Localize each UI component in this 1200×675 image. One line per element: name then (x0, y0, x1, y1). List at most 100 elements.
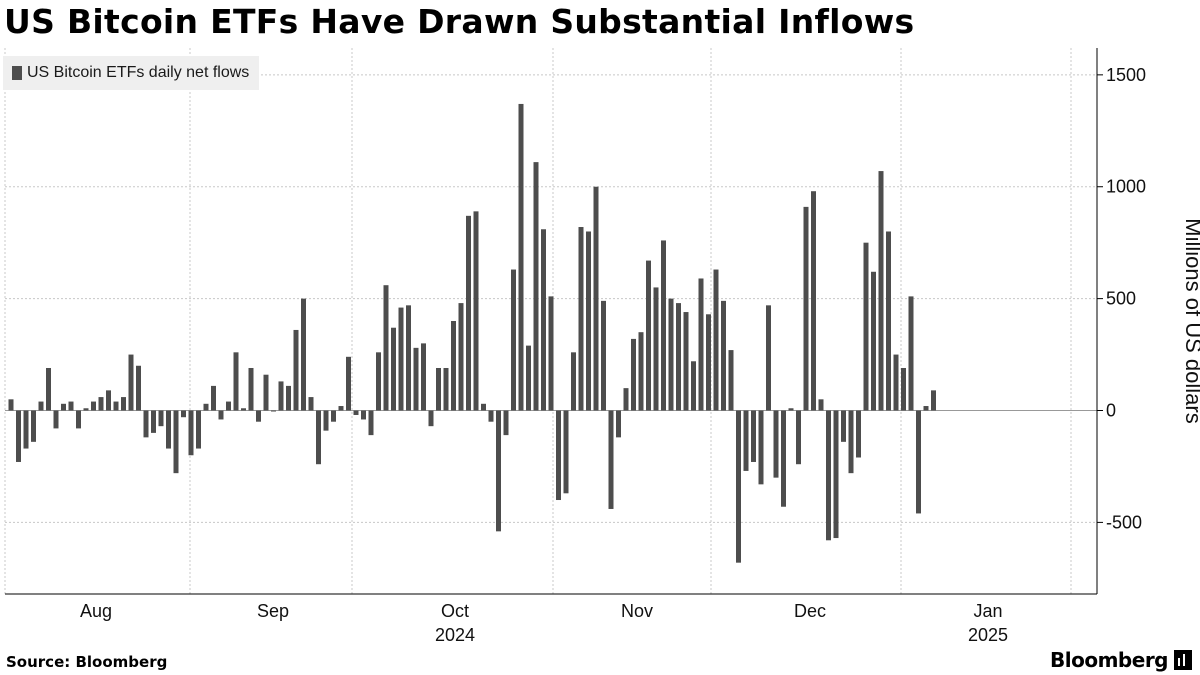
bar (796, 410, 801, 465)
bar (173, 410, 179, 474)
bar (308, 397, 314, 411)
bar (503, 410, 509, 436)
x-tick-label: Jan (973, 601, 1002, 621)
bar (106, 390, 111, 411)
bar (256, 410, 261, 422)
bar (128, 354, 134, 411)
bar (931, 390, 936, 411)
bar (848, 410, 854, 474)
bar (211, 385, 216, 411)
bar (263, 374, 269, 411)
x-tick-label: Aug (80, 601, 112, 621)
bar (698, 278, 704, 411)
bar (278, 381, 284, 411)
bar (406, 305, 411, 411)
x-tick-label: Sep (257, 601, 289, 621)
bar (76, 410, 81, 429)
bar (91, 401, 96, 411)
bar (676, 303, 681, 411)
bar (563, 410, 569, 494)
bar (218, 410, 224, 420)
bar (301, 298, 306, 411)
x-tick-label: Nov (621, 601, 653, 621)
bar (451, 321, 456, 411)
bar (578, 227, 584, 411)
bar (511, 269, 516, 411)
bar (841, 410, 846, 442)
bar (233, 352, 239, 411)
bar (271, 410, 276, 412)
bar (616, 410, 621, 438)
bar (593, 186, 599, 411)
bar (323, 410, 329, 431)
bar (413, 347, 419, 411)
x-tick-sublabel: 2024 (435, 625, 475, 645)
bar (743, 410, 749, 471)
brand-label: Bloomberg (1050, 648, 1168, 672)
bar (878, 171, 884, 411)
axis-layer: -500 0 500 1000 1500 Aug Sep Oct 2024 Nov Dec Jan 20… (5, 48, 1200, 645)
bar (8, 399, 14, 411)
bar (286, 385, 291, 411)
bar (893, 354, 899, 411)
bar (143, 410, 149, 438)
bar (353, 410, 359, 415)
bar (721, 300, 726, 411)
bars-layer (8, 103, 936, 563)
bar (151, 410, 156, 433)
bar (526, 345, 531, 411)
bar (766, 305, 771, 411)
bar (826, 410, 831, 541)
bar (901, 367, 906, 411)
bar (113, 401, 119, 411)
source-label: Source: Bloomberg (6, 653, 168, 671)
y-axis-title: Millions of US dollars (1181, 218, 1200, 423)
bar (908, 296, 914, 411)
bar (428, 410, 434, 427)
bar (248, 367, 254, 411)
bar (736, 410, 741, 563)
bar (53, 410, 59, 429)
bar (383, 285, 389, 411)
bar (631, 338, 636, 411)
bar (68, 401, 74, 411)
bloomberg-logo: Bloomberg (1050, 648, 1192, 672)
bar (361, 410, 366, 420)
legend-label: US Bitcoin ETFs daily net flows (27, 64, 250, 81)
bar (481, 403, 486, 411)
bar (788, 408, 794, 411)
y-tick-label: 500 (1106, 289, 1136, 309)
legend-swatch (12, 66, 22, 80)
bar (136, 365, 141, 411)
bar (398, 307, 404, 411)
y-tick-label: 1000 (1106, 177, 1146, 197)
bar (391, 327, 396, 411)
bar (443, 367, 449, 411)
bar (856, 410, 861, 458)
x-tick-sublabel: 2025 (968, 625, 1008, 645)
bar (811, 191, 816, 411)
bar (608, 410, 614, 509)
bar (518, 103, 524, 411)
y-tick-label: -500 (1106, 512, 1142, 532)
bar (871, 271, 876, 411)
bar (158, 410, 164, 427)
bar (196, 410, 201, 449)
bar (653, 287, 659, 411)
bar (226, 401, 231, 411)
bar (623, 388, 629, 411)
bar (923, 406, 929, 411)
bar (421, 343, 426, 411)
bar (751, 410, 756, 462)
bar (241, 408, 246, 411)
bar (181, 410, 186, 418)
bar (863, 242, 869, 411)
bar (638, 332, 644, 411)
bar (46, 367, 51, 411)
bar (496, 410, 501, 532)
bar (293, 329, 299, 411)
y-tick-label: 1500 (1106, 65, 1146, 85)
bar (541, 229, 546, 411)
bar (316, 410, 321, 465)
